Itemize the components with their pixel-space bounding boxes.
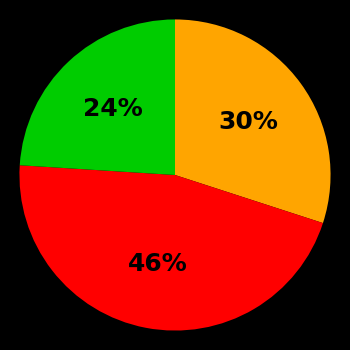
Text: 24%: 24% [83,97,143,121]
Text: 46%: 46% [128,252,188,275]
Wedge shape [20,20,175,175]
Wedge shape [175,20,330,223]
Text: 30%: 30% [218,110,278,134]
Wedge shape [20,165,323,330]
